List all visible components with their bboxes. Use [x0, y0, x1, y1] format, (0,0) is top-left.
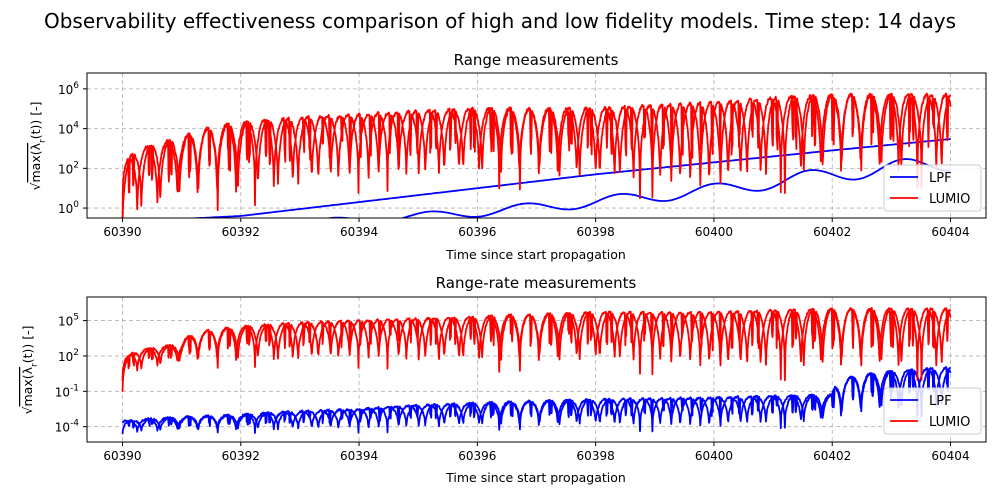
ylabel-sqrt: √: [28, 182, 43, 190]
x-tick-label: 60402: [813, 449, 851, 463]
x-tick-label: 60400: [695, 225, 733, 239]
series-line-lpf: [183, 138, 951, 218]
legend-lumio-label: LUMIO: [929, 415, 970, 430]
panel-range-rate-lines: [121, 307, 952, 435]
x-tick-label: 60398: [577, 225, 615, 239]
x-tick-label: 60396: [458, 225, 496, 239]
series-line-lpf: [324, 158, 951, 218]
legend-lpf-label: LPF: [929, 171, 952, 186]
ylabel-sqrt: √: [20, 406, 35, 414]
panel-range-rate-title: Range-rate measurements: [436, 274, 637, 292]
legend-lumio-label: LUMIO: [929, 192, 970, 207]
panel-range-legend: LPF LUMIO: [883, 164, 982, 212]
panel-range-rate-xticks: 60390 60392 60394 60396 60398 60400 60402 60404: [103, 442, 970, 463]
x-tick-label: 60392: [222, 449, 260, 463]
panel-range-rate-ylabel: √max(λr(t)) [-]: [20, 326, 40, 415]
ylabel-sub: r: [38, 139, 48, 143]
x-tick-label: 60390: [103, 225, 141, 239]
panel-range-ylabel: √max(λr(t)) [-]: [28, 102, 48, 191]
series-line-lumio: [121, 307, 951, 382]
x-tick-label: 60404: [931, 225, 969, 239]
x-tick-label: 60396: [458, 449, 496, 463]
x-tick-label: 60390: [103, 449, 141, 463]
panel-range: Range measurements 60390 60392 60394 60396 6…: [28, 51, 987, 262]
panel-range-title: Range measurements: [454, 51, 619, 69]
panel-range-xlabel: Time since start propagation: [445, 247, 626, 262]
series-line-lumio: [121, 92, 952, 218]
ylabel-suffix: (t)) [-]: [20, 326, 35, 364]
x-tick-label: 60402: [813, 225, 851, 239]
ylabel-suffix: (t)) [-]: [28, 102, 43, 140]
x-tick-label: 60394: [340, 225, 378, 239]
panel-range-rate-frame: [86, 296, 987, 443]
panel-range-rate-xlabel: Time since start propagation: [445, 470, 626, 485]
legend-lpf-label: LPF: [929, 394, 952, 409]
figure-suptitle: Observability effectiveness comparison o…: [44, 9, 956, 33]
panel-range-xticks: 60390 60392 60394 60396 60398 60400 60402 60404: [103, 218, 970, 239]
x-tick-label: 60400: [695, 449, 733, 463]
panel-range-lines: [121, 92, 952, 218]
ylabel-body: max(λ: [20, 366, 35, 406]
panel-range-frame: [86, 72, 987, 219]
x-tick-label: 60404: [931, 449, 969, 463]
x-tick-label: 60398: [577, 449, 615, 463]
x-tick-label: 60392: [222, 225, 260, 239]
ylabel-sub: r: [30, 363, 40, 367]
panel-range-rate-legend: LPF LUMIO: [883, 387, 982, 435]
x-tick-label: 60394: [340, 449, 378, 463]
series-line-lpf: [121, 366, 952, 434]
ylabel-body: max(λ: [28, 142, 43, 182]
panel-range-rate: Range-rate measurements 60390 60392 60394 6…: [20, 274, 987, 485]
